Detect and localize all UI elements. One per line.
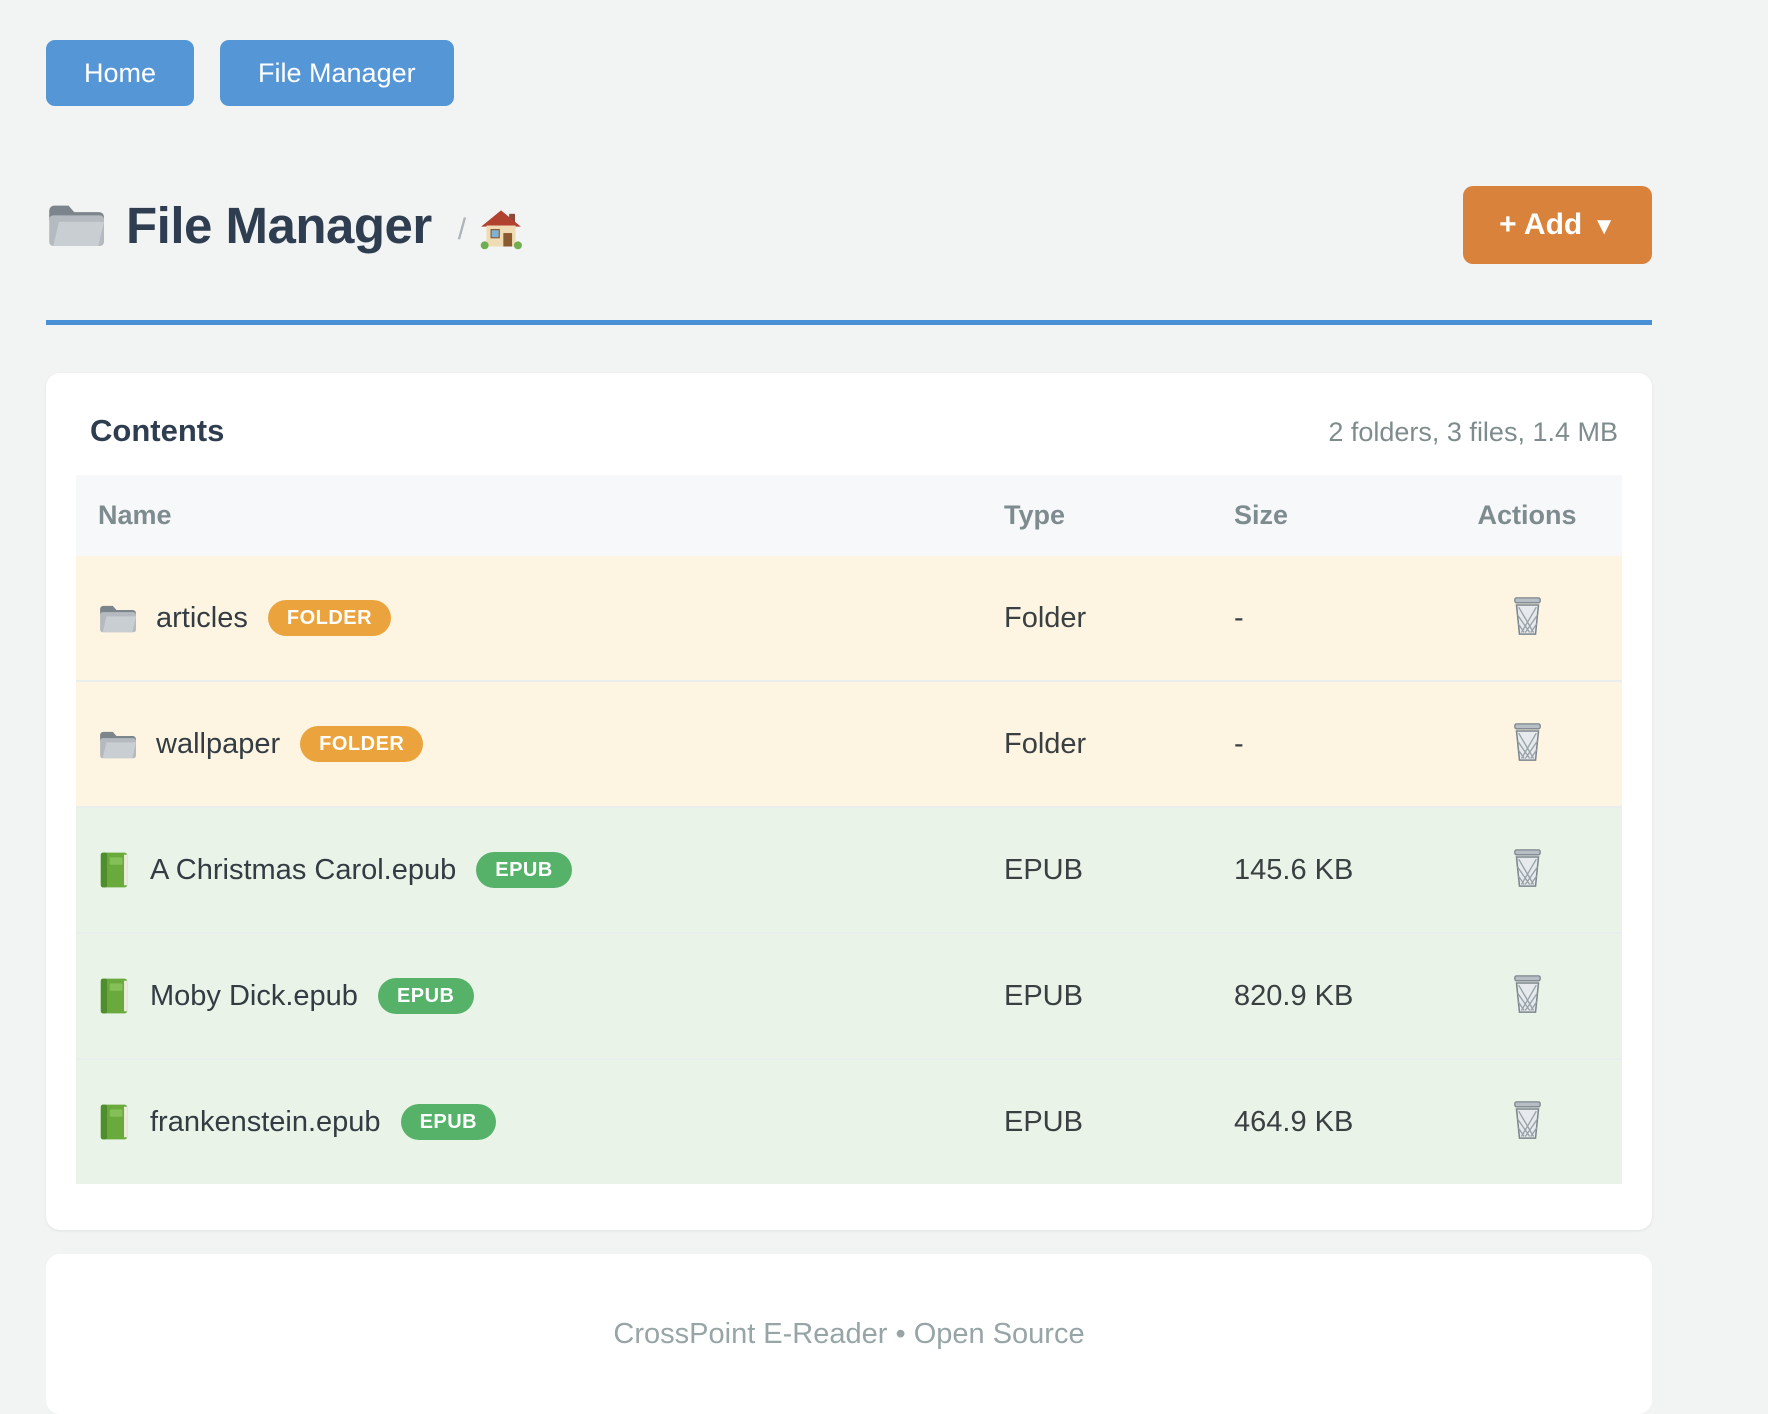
add-button[interactable]: + Add ▼ <box>1463 186 1652 264</box>
file-table-head: Name Type Size Actions <box>76 475 1622 556</box>
book-icon <box>98 977 130 1015</box>
file-name[interactable]: frankenstein.epub <box>150 1105 381 1138</box>
file-type-badge: EPUB <box>400 1104 497 1140</box>
column-header-type: Type <box>982 475 1212 556</box>
top-nav: Home File Manager <box>46 40 1652 106</box>
table-row: articles FOLDER Folder - <box>76 556 1622 680</box>
file-name[interactable]: Moby Dick.epub <box>150 979 358 1012</box>
caret-down-icon: ▼ <box>1592 213 1616 240</box>
add-button-label: + Add <box>1499 208 1583 241</box>
actions-cell <box>1432 556 1622 680</box>
home-nav-button[interactable]: Home <box>46 40 195 106</box>
size-cell: - <box>1212 680 1432 806</box>
type-cell: EPUB <box>982 806 1212 932</box>
folder-icon <box>46 200 104 250</box>
file-manager-nav-button[interactable]: File Manager <box>220 40 454 106</box>
actions-cell <box>1432 1058 1622 1184</box>
file-name[interactable]: articles <box>156 601 248 634</box>
home-icon[interactable] <box>480 208 522 250</box>
book-icon <box>98 1103 130 1141</box>
file-name[interactable]: wallpaper <box>156 727 281 760</box>
page-title: File Manager <box>126 196 432 254</box>
type-cell: EPUB <box>982 932 1212 1058</box>
delete-button[interactable] <box>1507 1096 1548 1144</box>
size-cell: 145.6 KB <box>1212 806 1432 932</box>
trash-icon <box>1511 722 1544 762</box>
page-header: File Manager / + Add ▼ <box>46 186 1652 264</box>
table-row: A Christmas Carol.epub EPUB EPUB 145.6 K… <box>76 806 1622 932</box>
size-cell: 464.9 KB <box>1212 1058 1432 1184</box>
trash-icon <box>1511 974 1544 1014</box>
actions-cell <box>1432 932 1622 1058</box>
name-cell: frankenstein.epub EPUB <box>76 1058 982 1184</box>
contents-card-header: Contents 2 folders, 3 files, 1.4 MB <box>76 403 1622 475</box>
breadcrumb-separator: / <box>457 213 467 246</box>
file-type-badge: EPUB <box>377 978 474 1014</box>
folder-icon <box>98 728 136 761</box>
file-table-body: articles FOLDER Folder - <box>76 556 1622 1184</box>
folder-icon <box>98 602 136 635</box>
file-type-badge: FOLDER <box>267 600 392 636</box>
file-name[interactable]: A Christmas Carol.epub <box>150 853 457 886</box>
footer-text: CrossPoint E-Reader • Open Source <box>613 1317 1085 1350</box>
name-cell: A Christmas Carol.epub EPUB <box>76 806 982 932</box>
type-cell: EPUB <box>982 1058 1212 1184</box>
table-row: Moby Dick.epub EPUB EPUB 820.9 KB <box>76 932 1622 1058</box>
type-cell: Folder <box>982 680 1212 806</box>
trash-icon <box>1511 848 1544 888</box>
file-type-badge: FOLDER <box>300 726 424 762</box>
footer-card: CrossPoint E-Reader • Open Source <box>46 1254 1652 1414</box>
contents-summary: 2 folders, 3 files, 1.4 MB <box>1328 417 1618 447</box>
name-cell: Moby Dick.epub EPUB <box>76 932 982 1058</box>
trash-icon <box>1511 1100 1544 1140</box>
title-divider <box>46 320 1652 325</box>
name-cell: articles FOLDER <box>76 556 982 680</box>
delete-button[interactable] <box>1507 592 1548 640</box>
type-cell: Folder <box>982 556 1212 680</box>
file-table: Name Type Size Actions <box>76 475 1622 1184</box>
contents-card: Contents 2 folders, 3 files, 1.4 MB Name… <box>46 373 1652 1230</box>
table-row: wallpaper FOLDER Folder - <box>76 680 1622 806</box>
delete-button[interactable] <box>1507 718 1548 766</box>
actions-cell <box>1432 680 1622 806</box>
name-cell: wallpaper FOLDER <box>76 680 982 806</box>
actions-cell <box>1432 806 1622 932</box>
book-icon <box>98 851 130 889</box>
header-row: Name Type Size Actions <box>76 475 1622 556</box>
column-header-name: Name <box>76 475 982 556</box>
size-cell: 820.9 KB <box>1212 932 1432 1058</box>
delete-button[interactable] <box>1507 970 1548 1018</box>
column-header-actions: Actions <box>1432 475 1622 556</box>
contents-heading: Contents <box>90 413 225 448</box>
size-cell: - <box>1212 556 1432 680</box>
page-title-group: File Manager / <box>46 196 522 255</box>
table-row: frankenstein.epub EPUB EPUB 464.9 KB <box>76 1058 1622 1184</box>
trash-icon <box>1511 596 1544 636</box>
delete-button[interactable] <box>1507 844 1548 892</box>
column-header-size: Size <box>1212 475 1432 556</box>
file-type-badge: EPUB <box>476 852 572 888</box>
